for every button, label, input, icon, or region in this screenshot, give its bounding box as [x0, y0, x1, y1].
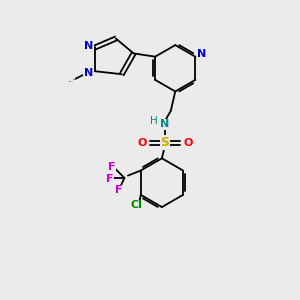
Text: methyl: methyl — [69, 81, 74, 82]
Text: N: N — [160, 119, 170, 129]
Text: methyl: methyl — [73, 79, 78, 80]
Text: O: O — [137, 138, 147, 148]
Text: F: F — [115, 185, 122, 195]
Text: F: F — [108, 162, 116, 172]
Text: H: H — [150, 116, 158, 126]
Text: N: N — [197, 49, 206, 59]
Text: N: N — [84, 41, 93, 51]
Text: N: N — [84, 68, 93, 78]
Text: O: O — [183, 138, 192, 148]
Text: F: F — [106, 174, 114, 184]
Text: S: S — [160, 136, 169, 149]
Text: Cl: Cl — [130, 200, 142, 210]
